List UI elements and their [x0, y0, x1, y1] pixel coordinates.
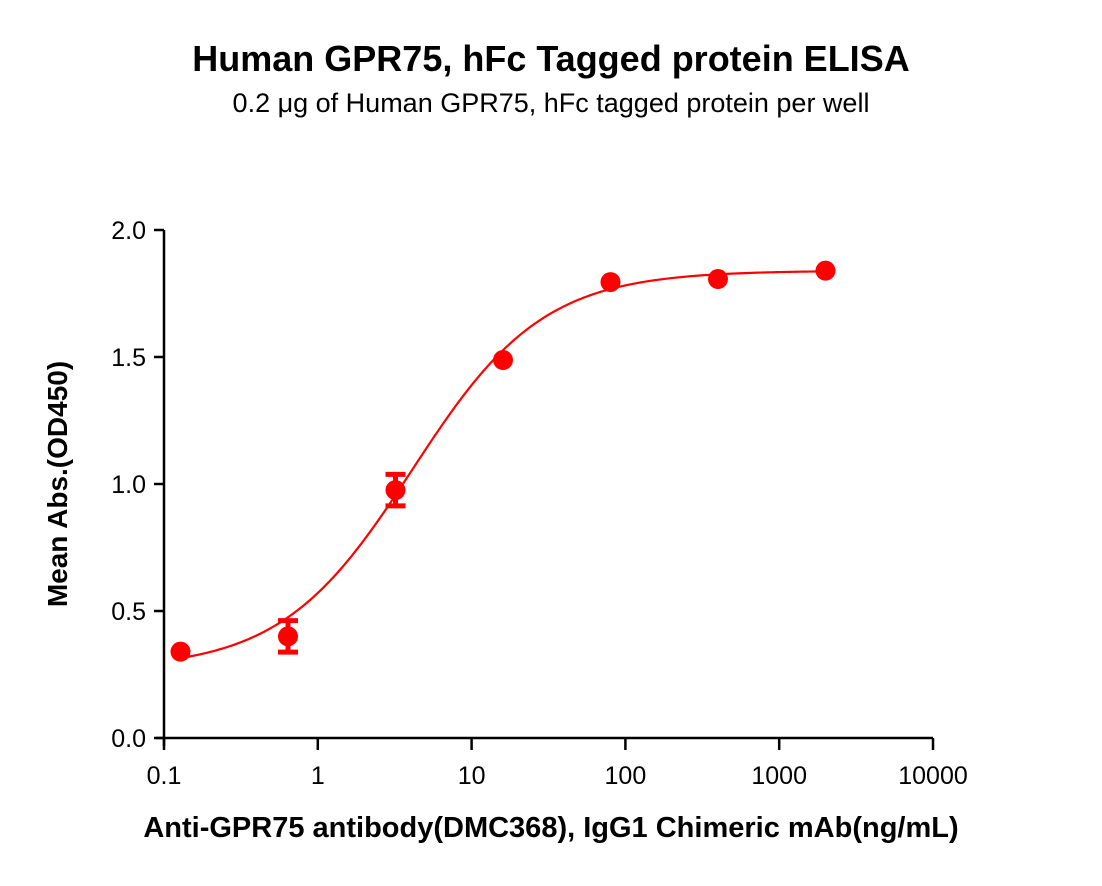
data-point — [170, 641, 191, 662]
x-tick-label: 100 — [605, 762, 647, 790]
x-axis-label: Anti-GPR75 antibody(DMC368), IgG1 Chimer… — [143, 812, 959, 844]
data-point — [492, 350, 513, 371]
data-point — [600, 272, 621, 293]
y-tick-label: 2.0 — [111, 217, 146, 245]
y-tick-label: 0.0 — [111, 725, 146, 753]
chart-title: Human GPR75, hFc Tagged protein ELISA — [192, 38, 910, 79]
data-point — [277, 626, 298, 647]
x-tick-label: 10 — [458, 762, 486, 790]
y-tick-label: 0.5 — [111, 598, 146, 626]
y-tick-label: 1.5 — [111, 344, 146, 372]
x-tick-label: 0.1 — [147, 762, 182, 790]
y-tick-label: 1.0 — [111, 471, 146, 499]
data-point — [815, 260, 836, 281]
data-point — [385, 480, 406, 501]
fit-curve — [180, 270, 826, 660]
chart-subtitle: 0.2 μg of Human GPR75, hFc tagged protei… — [232, 88, 870, 118]
data-point — [707, 269, 728, 290]
x-tick-label: 1000 — [751, 762, 807, 790]
x-tick-label: 1 — [311, 762, 325, 790]
x-tick-label: 10000 — [898, 762, 968, 790]
